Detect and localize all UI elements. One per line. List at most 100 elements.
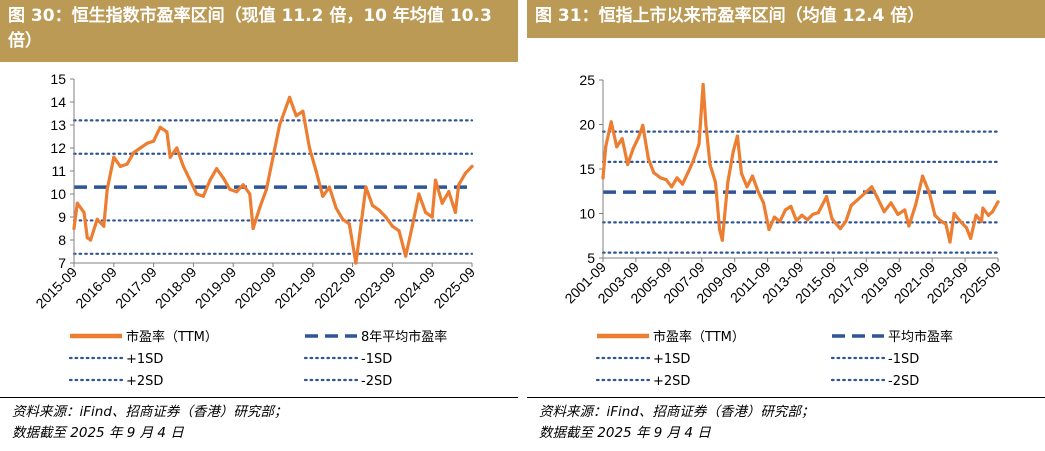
data-point xyxy=(105,187,109,191)
x-tick-label: 2022-09 xyxy=(311,264,359,312)
right-chart: 5101520252001-092003-092005-092007-09200… xyxy=(561,72,1004,389)
y-tick-label: 10 xyxy=(50,186,66,202)
legend-label: -1SD xyxy=(888,352,919,367)
data-point xyxy=(948,240,952,244)
legend-label: -1SD xyxy=(361,352,392,367)
data-point xyxy=(870,185,874,189)
data-point xyxy=(783,208,788,212)
data-point xyxy=(404,254,408,258)
data-point xyxy=(188,178,192,182)
data-point xyxy=(258,206,262,210)
data-point xyxy=(341,217,345,221)
data-point xyxy=(731,149,735,153)
data-point xyxy=(175,146,179,150)
chart-title: 图 31：恒指上市以来市盈率区间（均值 12.4 倍） xyxy=(527,0,1045,38)
x-tick-label: 2021-09 xyxy=(271,264,319,312)
source-line: 资料来源：iFind、招商证券（香港）研究部； xyxy=(12,404,288,420)
data-point xyxy=(271,155,275,159)
y-tick-label: 13 xyxy=(50,117,66,133)
date-line: 数据截至 2025 年 9 月 4 日 xyxy=(12,425,184,441)
data-point xyxy=(659,176,663,180)
x-tick-label: 2020-09 xyxy=(231,264,279,312)
data-point xyxy=(697,142,701,146)
data-point xyxy=(968,236,973,241)
data-point xyxy=(986,213,990,217)
data-point xyxy=(805,218,809,222)
y-tick-label: 11 xyxy=(51,163,66,179)
right-panel: 图 31：恒指上市以来市盈率区间（均值 12.4 倍） 5 10 15 20 25 200… xyxy=(527,0,1045,441)
data-point xyxy=(447,190,451,194)
data-point xyxy=(423,210,428,214)
data-point xyxy=(314,169,318,173)
data-point xyxy=(125,162,129,166)
data-point xyxy=(301,109,305,113)
pe-ttm-line xyxy=(601,82,1000,244)
data-point xyxy=(248,192,252,196)
data-point xyxy=(631,146,635,151)
data-point xyxy=(615,145,619,149)
data-point xyxy=(604,145,608,149)
y-tick-label: 25 xyxy=(579,72,595,88)
data-point xyxy=(726,180,730,184)
data-point xyxy=(377,208,381,212)
y-tick-label: 15 xyxy=(579,161,595,177)
data-point xyxy=(927,191,932,195)
data-point xyxy=(889,201,893,205)
data-point xyxy=(457,183,461,187)
data-point xyxy=(397,229,401,233)
data-point xyxy=(882,210,886,214)
data-point xyxy=(241,183,245,187)
data-point xyxy=(88,238,93,242)
data-point xyxy=(652,170,656,175)
data-point xyxy=(856,197,860,201)
data-point xyxy=(789,204,793,208)
data-point xyxy=(201,194,205,198)
data-point xyxy=(221,176,225,180)
data-point xyxy=(234,190,239,194)
x-tick-label: 2024-09 xyxy=(391,264,439,312)
data-point xyxy=(974,213,978,217)
data-point xyxy=(920,174,925,178)
data-point xyxy=(844,219,848,224)
left-panel: 图 30：恒生指数市盈率区间（现值 11.2 倍，10 年均值 10.3 倍） … xyxy=(0,0,518,441)
data-point xyxy=(145,141,149,145)
data-point xyxy=(384,215,388,219)
data-point xyxy=(430,215,434,219)
data-point xyxy=(390,224,394,228)
data-point xyxy=(132,151,136,155)
data-point xyxy=(824,194,829,199)
data-point xyxy=(637,135,641,139)
data-point xyxy=(158,125,162,129)
data-point xyxy=(72,226,76,231)
data-point xyxy=(354,261,358,265)
data-point xyxy=(938,219,942,223)
left-chart: 7 8 9 10 11 12 13 14 15 2015-092016-092017-092018… xyxy=(32,71,478,389)
legend-label: -2SD xyxy=(361,374,392,389)
legend-label: -2SD xyxy=(888,374,919,389)
data-point xyxy=(675,176,679,180)
data-point xyxy=(609,120,613,124)
data-point xyxy=(307,146,312,150)
data-point xyxy=(75,201,79,205)
data-point xyxy=(118,164,123,168)
x-tick-label: 2017-09 xyxy=(112,264,160,312)
y-tick-label: 9 xyxy=(58,209,66,225)
data-point xyxy=(85,236,89,240)
data-point xyxy=(957,219,962,223)
data-point xyxy=(417,192,421,196)
legend-label: +1SD xyxy=(126,352,163,367)
divider xyxy=(527,397,1045,398)
data-point xyxy=(165,130,169,134)
x-tick-label: 2025-09 xyxy=(430,264,478,312)
data-point xyxy=(152,139,156,143)
legend-label: 8年平均市盈率 xyxy=(361,329,447,345)
data-point xyxy=(680,182,685,186)
data-point xyxy=(981,206,985,210)
x-tick-label: 2019-09 xyxy=(192,264,240,312)
data-point xyxy=(767,227,771,232)
data-point xyxy=(875,195,879,200)
data-point xyxy=(138,146,142,150)
data-point xyxy=(294,114,298,118)
date-line: 数据截至 2025 年 9 月 4 日 xyxy=(539,425,711,441)
data-point xyxy=(811,212,815,216)
